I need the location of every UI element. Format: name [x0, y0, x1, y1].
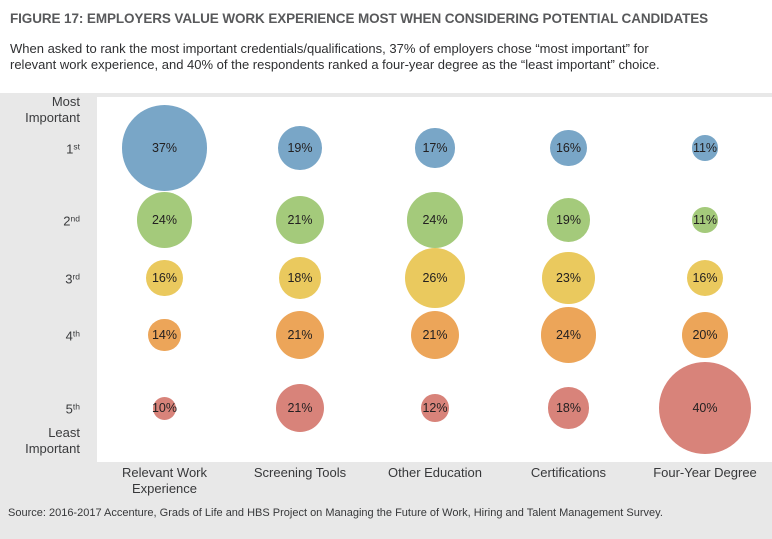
bubble-value-label: 21%	[287, 328, 313, 342]
x-axis-label-certifications: Certifications	[530, 465, 607, 480]
source-note: Source: 2016-2017 Accenture, Grads of Li…	[8, 507, 663, 519]
bubble-value-label: 21%	[287, 401, 313, 415]
y-axis-label-rank-3rd: 3rd	[65, 271, 80, 287]
x-axis-label-other-education: Other Education	[388, 465, 482, 480]
bubble-certifications-rank-1	[550, 129, 587, 167]
bubble-screening-tools-rank-4	[275, 310, 325, 360]
x-axis-label-four-year-degree: Four-Year Degree	[653, 465, 757, 480]
bubble-value-label: 19%	[555, 213, 582, 227]
bubble-four-year-degree-rank-1	[692, 135, 718, 161]
bubble-screening-tools-rank-2	[275, 195, 325, 245]
bubble-other-education-rank-4	[410, 310, 460, 360]
bubble-four-year-degree-rank-2	[692, 207, 718, 233]
bubble-relevant-work-experience-rank-4	[148, 318, 181, 352]
bubble-value-label: 14%	[151, 328, 178, 342]
plot-area: 37% 19% 17% 16% 11% 24% 21% 24% 19% 11% 16% 18% 26% 2…	[97, 97, 772, 462]
figure-subtitle: When asked to rank the most important cr…	[10, 41, 660, 73]
bubble-value-label: 11%	[692, 213, 718, 227]
chart-panel: Most Important 1st 2nd 3rd 4th 5th Least Imp…	[0, 93, 772, 539]
y-axis-label-rank-2nd: 2nd	[63, 213, 80, 229]
y-axis-label-rank-1st: 1st	[66, 141, 80, 157]
bubble-screening-tools-rank-3	[279, 257, 321, 299]
bubble-value-label: 10%	[151, 401, 178, 415]
x-axis-label-screening-tools: Screening Tools	[253, 465, 347, 480]
bubble-four-year-degree-rank-4	[682, 312, 728, 358]
bubble-value-label: 18%	[287, 271, 313, 285]
bubble-value-label: 11%	[692, 141, 718, 155]
bubble-relevant-work-experience-rank-5	[153, 396, 176, 420]
bubble-certifications-rank-2	[546, 198, 591, 242]
bubble-value-label: 19%	[287, 141, 313, 155]
bubble-value-label: 26%	[422, 271, 448, 285]
bubble-certifications-rank-5	[547, 387, 590, 429]
y-axis-label-rank-5th: 5th	[65, 401, 80, 417]
bubble-value-label: 17%	[422, 141, 448, 155]
bubble-value-label: 23%	[555, 271, 582, 285]
y-axis-label-most-important: Most Important	[25, 94, 80, 125]
bubble-value-label: 12%	[422, 401, 448, 415]
bubble-other-education-rank-3	[405, 248, 465, 308]
bubble-value-label: 37%	[151, 141, 178, 155]
y-axis-label-least-important: Least Important	[25, 425, 80, 456]
bubble-four-year-degree-rank-5	[659, 362, 751, 454]
bubble-value-label: 16%	[151, 271, 178, 285]
bubble-value-label: 24%	[555, 328, 582, 342]
bubble-value-label: 16%	[555, 141, 582, 155]
bubble-certifications-rank-4	[540, 307, 597, 363]
bubble-value-label: 21%	[422, 328, 448, 342]
bubble-value-label: 40%	[692, 401, 718, 415]
bubble-other-education-rank-1	[415, 128, 455, 168]
subtitle-line-1: When asked to rank the most important cr…	[10, 41, 649, 56]
bubble-value-label: 24%	[151, 213, 178, 227]
figure-title: FIGURE 17: EMPLOYERS VALUE WORK EXPERIEN…	[10, 11, 709, 26]
bubble-value-label: 24%	[422, 213, 448, 227]
bubble-value-label: 20%	[692, 328, 718, 342]
bubble-relevant-work-experience-rank-1	[121, 105, 208, 191]
x-axis-label-relevant-work-experience: Relevant Work Experience	[121, 465, 207, 496]
bubble-relevant-work-experience-rank-2	[136, 192, 193, 248]
bubble-value-label: 21%	[287, 213, 313, 227]
subtitle-line-2: relevant work experience, and 40% of the…	[10, 57, 660, 72]
bubble-value-label: 16%	[692, 271, 718, 285]
bubble-screening-tools-rank-5	[275, 383, 325, 433]
bubble-four-year-degree-rank-3	[686, 259, 724, 297]
bubble-screening-tools-rank-1	[278, 126, 322, 170]
bubble-relevant-work-experience-rank-3	[146, 259, 183, 297]
bubble-certifications-rank-3	[542, 251, 595, 305]
bubble-other-education-rank-2	[407, 192, 463, 248]
bubble-other-education-rank-5	[421, 394, 449, 422]
bubble-value-label: 18%	[555, 401, 582, 415]
y-axis-label-rank-4th: 4th	[65, 328, 80, 344]
